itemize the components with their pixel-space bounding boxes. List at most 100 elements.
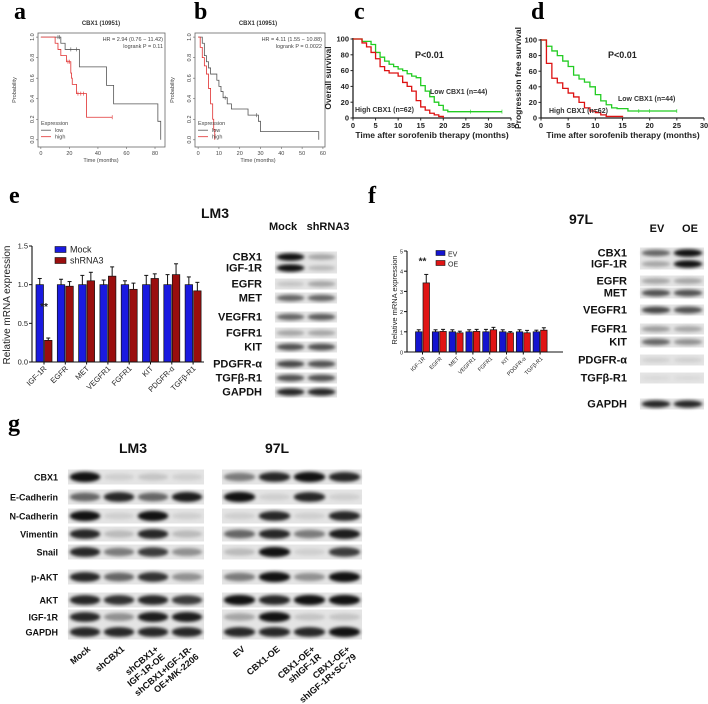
x-tick-label: TGFβ-R1 xyxy=(524,356,545,377)
bar-oe xyxy=(523,332,531,353)
blot-band xyxy=(641,375,671,381)
blot-row xyxy=(68,609,204,625)
blot-band xyxy=(103,473,135,481)
blot-row xyxy=(640,336,704,348)
blot-band xyxy=(328,547,361,557)
blot-band xyxy=(276,388,305,396)
blot-row xyxy=(275,358,337,370)
y-axis-label: Relative mRNA expression xyxy=(390,255,399,344)
blot-membrane xyxy=(275,262,337,274)
y-tick-label: 100 xyxy=(336,35,349,44)
blot-band xyxy=(69,492,101,502)
x-tick-label: 20 xyxy=(439,121,447,130)
blot-band xyxy=(307,374,336,382)
blot-row-label: IGF-1R xyxy=(28,613,58,623)
annotation: HR = 2.94 (0.76 − 11.42) xyxy=(103,37,164,43)
blot-band xyxy=(223,548,256,556)
blot-row-label: FGFR1 xyxy=(226,328,262,340)
blot-band xyxy=(673,326,703,332)
series-label: High CBX1 (n=62) xyxy=(549,108,608,115)
bar-shrna3 xyxy=(44,339,53,363)
blot-band xyxy=(69,510,101,522)
legend-title: Expression xyxy=(41,121,68,127)
blot-row xyxy=(275,292,337,304)
y-tick-label: 0.4 xyxy=(187,95,193,103)
blot-membrane xyxy=(222,624,362,640)
blot-row-label: N-Cadherin xyxy=(9,512,58,522)
x-tick-label: 15 xyxy=(417,121,425,130)
blot-band xyxy=(137,473,169,481)
blot-band xyxy=(69,471,101,483)
blot-membrane xyxy=(222,544,362,560)
blot-band xyxy=(69,612,101,622)
x-tick-label: 50 xyxy=(299,151,305,157)
panel-label-b: b xyxy=(194,0,207,25)
series-label: High CBX1 (n=62) xyxy=(355,107,414,114)
chart-title: CBX1 (10951) xyxy=(239,21,277,27)
x-tick-label: 0 xyxy=(539,121,543,130)
x-tick-label: 10 xyxy=(394,121,402,130)
blot-membrane xyxy=(222,508,362,524)
blot-membrane xyxy=(640,372,704,384)
blot-band xyxy=(293,548,326,556)
bar-oe xyxy=(439,331,447,353)
bar-ev xyxy=(532,331,540,353)
blot-band xyxy=(307,294,336,302)
blot-band xyxy=(223,512,256,520)
blot-band xyxy=(276,360,305,368)
x-tick-label: EGFR xyxy=(429,356,444,371)
x-axis-label: Time after sorofenib therapy (months) xyxy=(546,130,700,140)
blot-row xyxy=(68,469,204,485)
lane-label: Mock xyxy=(68,643,93,666)
panel-label-a: a xyxy=(14,0,26,25)
annotation: logrank P = 0.0022 xyxy=(276,44,322,50)
legend-label: high xyxy=(212,135,222,141)
blot-row xyxy=(275,341,337,353)
blot-band xyxy=(103,627,135,637)
blot-band xyxy=(223,613,256,621)
blot-row-label: IGF-1R xyxy=(591,259,627,271)
panel-label-c: c xyxy=(354,0,365,25)
blot-row-label: CBX1 xyxy=(598,248,627,260)
y-tick-label: 1.0 xyxy=(30,33,36,41)
bar-mock xyxy=(184,284,193,363)
y-tick-label: 0.6 xyxy=(187,74,193,82)
y-tick-label: 3 xyxy=(400,290,403,296)
blot-row xyxy=(640,354,704,366)
blot-row xyxy=(222,569,362,585)
panel-label-f: f xyxy=(368,183,377,209)
blot-band xyxy=(103,512,135,520)
blot-band xyxy=(171,530,203,538)
y-tick-label: 0.4 xyxy=(30,95,36,103)
blot-band xyxy=(69,627,101,637)
y-tick-label: 80 xyxy=(529,51,537,60)
blot-row xyxy=(222,544,362,560)
x-tick-label: 60 xyxy=(123,151,129,157)
blot-membrane xyxy=(68,609,204,625)
blot-band xyxy=(293,594,326,606)
y-tick-label: 0.0 xyxy=(30,136,36,144)
blot-membrane xyxy=(640,304,704,316)
y-tick-label: 1.0 xyxy=(187,33,193,41)
blot-band xyxy=(328,511,361,521)
blot-membrane xyxy=(640,398,704,410)
blot-row xyxy=(68,489,204,505)
bar-mock xyxy=(78,284,87,363)
bar-ev xyxy=(482,331,490,353)
blot-membrane xyxy=(640,247,704,259)
lane-label: Mock xyxy=(269,221,298,233)
blot-band xyxy=(223,472,256,482)
blot-band xyxy=(137,510,169,522)
legend-label: low xyxy=(55,128,63,134)
survival-curve-0 xyxy=(541,39,677,112)
bar-ev xyxy=(499,331,507,353)
blot-row-label: TGFβ-R1 xyxy=(216,373,262,385)
x-tick-label: 5 xyxy=(566,121,570,130)
blot-band xyxy=(276,281,305,287)
plot-frame xyxy=(194,32,326,148)
x-tick-label: 25 xyxy=(673,121,681,130)
blot-row xyxy=(275,386,337,398)
blot-title: 97L xyxy=(265,440,290,456)
blot-row-label: FGFR1 xyxy=(591,324,627,336)
western-blot-g-lm3 xyxy=(68,469,204,640)
